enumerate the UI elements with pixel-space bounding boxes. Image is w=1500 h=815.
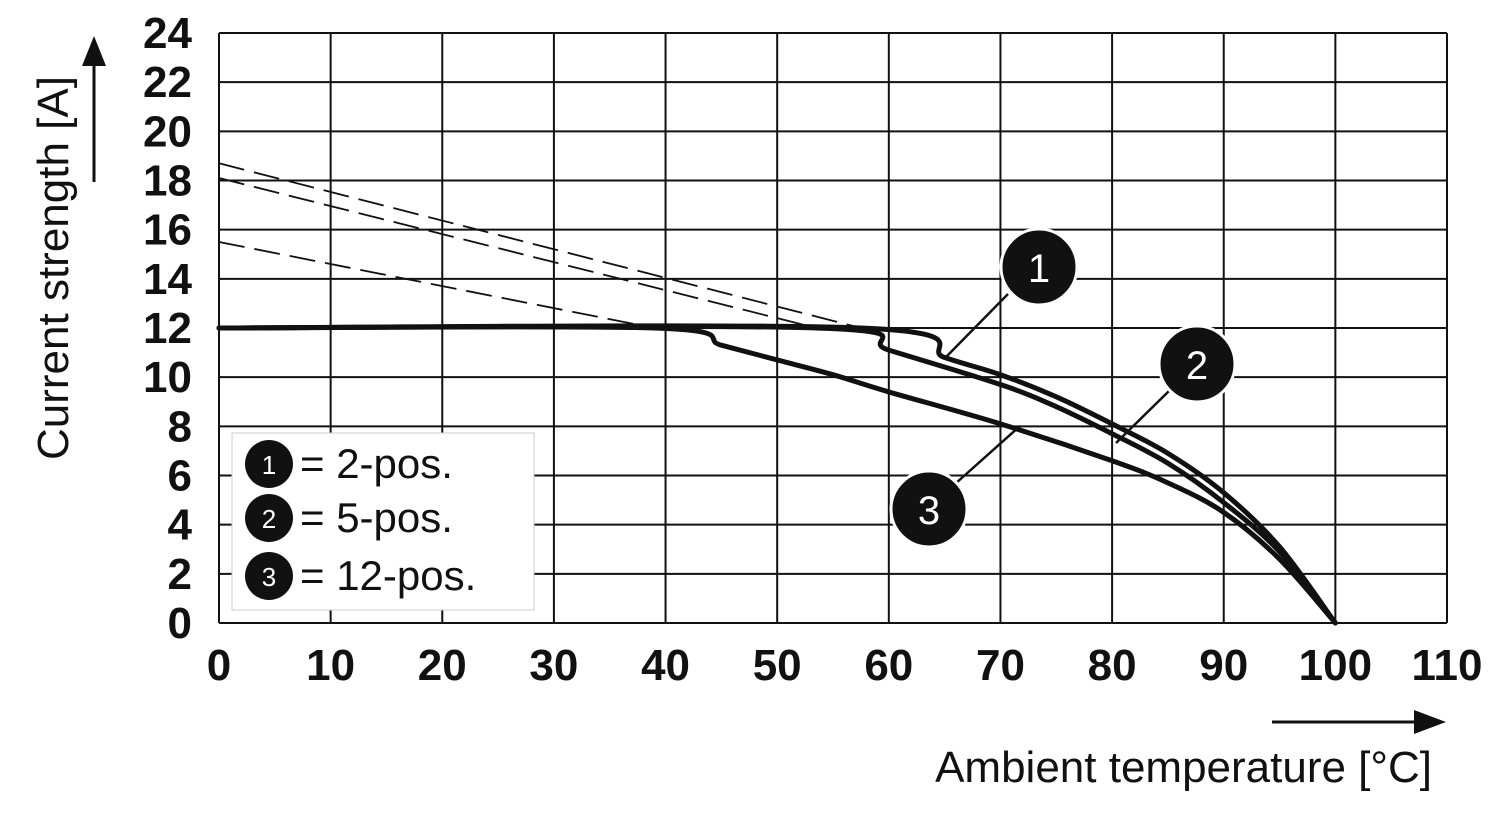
callout-2-number: 2: [1186, 344, 1208, 388]
x-tick-label: 100: [1299, 641, 1372, 690]
legend-item-2: 2 = 5-pos.: [245, 494, 453, 542]
x-tick-label: 40: [641, 641, 690, 690]
y-tick-label: 14: [143, 255, 192, 304]
x-tick-label: 90: [1199, 641, 1248, 690]
legend-label-3: = 12-pos.: [300, 552, 476, 599]
extrapolation-lines: [218, 162, 862, 329]
legend-marker-1-icon: [245, 440, 293, 488]
extrapolation-line-1: [218, 162, 862, 329]
x-tick-label: 0: [207, 641, 231, 690]
y-tick-label: 20: [143, 107, 192, 156]
extrapolation-line-2: [218, 177, 817, 329]
legend-marker-3-number: 3: [262, 562, 276, 592]
x-tick-label: 70: [976, 641, 1025, 690]
y-tick-label: 12: [143, 304, 192, 353]
callout-1: 1: [945, 227, 1079, 358]
y-tick-label: 8: [168, 402, 192, 451]
y-tick-label: 22: [143, 58, 192, 107]
x-axis-title-group: Ambient temperature [°C]: [935, 710, 1446, 792]
callout-2: 2: [1115, 324, 1237, 444]
x-tick-label: 30: [529, 641, 578, 690]
legend-marker-1-number: 1: [262, 450, 276, 480]
x-tick-label: 80: [1088, 641, 1137, 690]
legend-marker-2-number: 2: [262, 504, 276, 534]
y-tick-label: 16: [143, 206, 192, 255]
callout-1-badge-icon: [999, 227, 1079, 307]
y-tick-label: 4: [168, 501, 193, 550]
x-tick-label: 10: [306, 641, 355, 690]
legend-label-1: = 2-pos.: [300, 440, 453, 487]
x-tick-label: 110: [1412, 641, 1483, 690]
callout-3: 3: [889, 425, 1021, 549]
y-tick-label: 6: [168, 452, 192, 501]
y-tick-label: 10: [143, 353, 192, 402]
legend-marker-2-icon: [245, 494, 293, 542]
y-tick-label: 0: [168, 599, 192, 648]
legend-label-2: = 5-pos.: [300, 494, 453, 541]
callout-2-badge-icon: [1157, 324, 1237, 404]
curve-3: [216, 324, 1338, 626]
x-axis-title: Ambient temperature [°C]: [935, 743, 1432, 792]
y-tick-label: 2: [168, 550, 192, 599]
legend-item-3: 3 = 12-pos.: [245, 552, 476, 600]
legend-item-1: 1 = 2-pos.: [245, 440, 453, 488]
y-tick-label: 24: [143, 9, 192, 58]
curve-2: [216, 323, 1338, 626]
legend: 1 = 2-pos. 2 = 5-pos. 3 = 12-pos.: [231, 432, 535, 611]
x-axis-arrowhead-icon: [1414, 710, 1446, 734]
y-tick-label: 18: [143, 157, 192, 206]
callout-2-leader: [1115, 389, 1171, 444]
callout-1-leader: [945, 293, 1009, 358]
callout-3-leader: [954, 425, 1021, 485]
callout-3-number: 3: [918, 489, 940, 533]
extrapolation-line-3: [218, 241, 655, 329]
x-tick-label: 20: [418, 641, 467, 690]
callout-1-number: 1: [1028, 247, 1050, 291]
tick-labels: 0 10 20 30 40 50 60 70 80 90 100 110024681012141618…: [143, 9, 1482, 690]
y-axis-title-group: Current strength [A]: [29, 36, 106, 460]
x-tick-label: 60: [864, 641, 913, 690]
y-axis-arrowhead-icon: [82, 36, 106, 66]
curves: [216, 323, 1338, 626]
callout-3-badge-icon: [889, 469, 969, 549]
x-tick-label: 50: [753, 641, 802, 690]
legend-marker-3-icon: [245, 552, 293, 600]
y-axis-title: Current strength [A]: [29, 76, 78, 460]
